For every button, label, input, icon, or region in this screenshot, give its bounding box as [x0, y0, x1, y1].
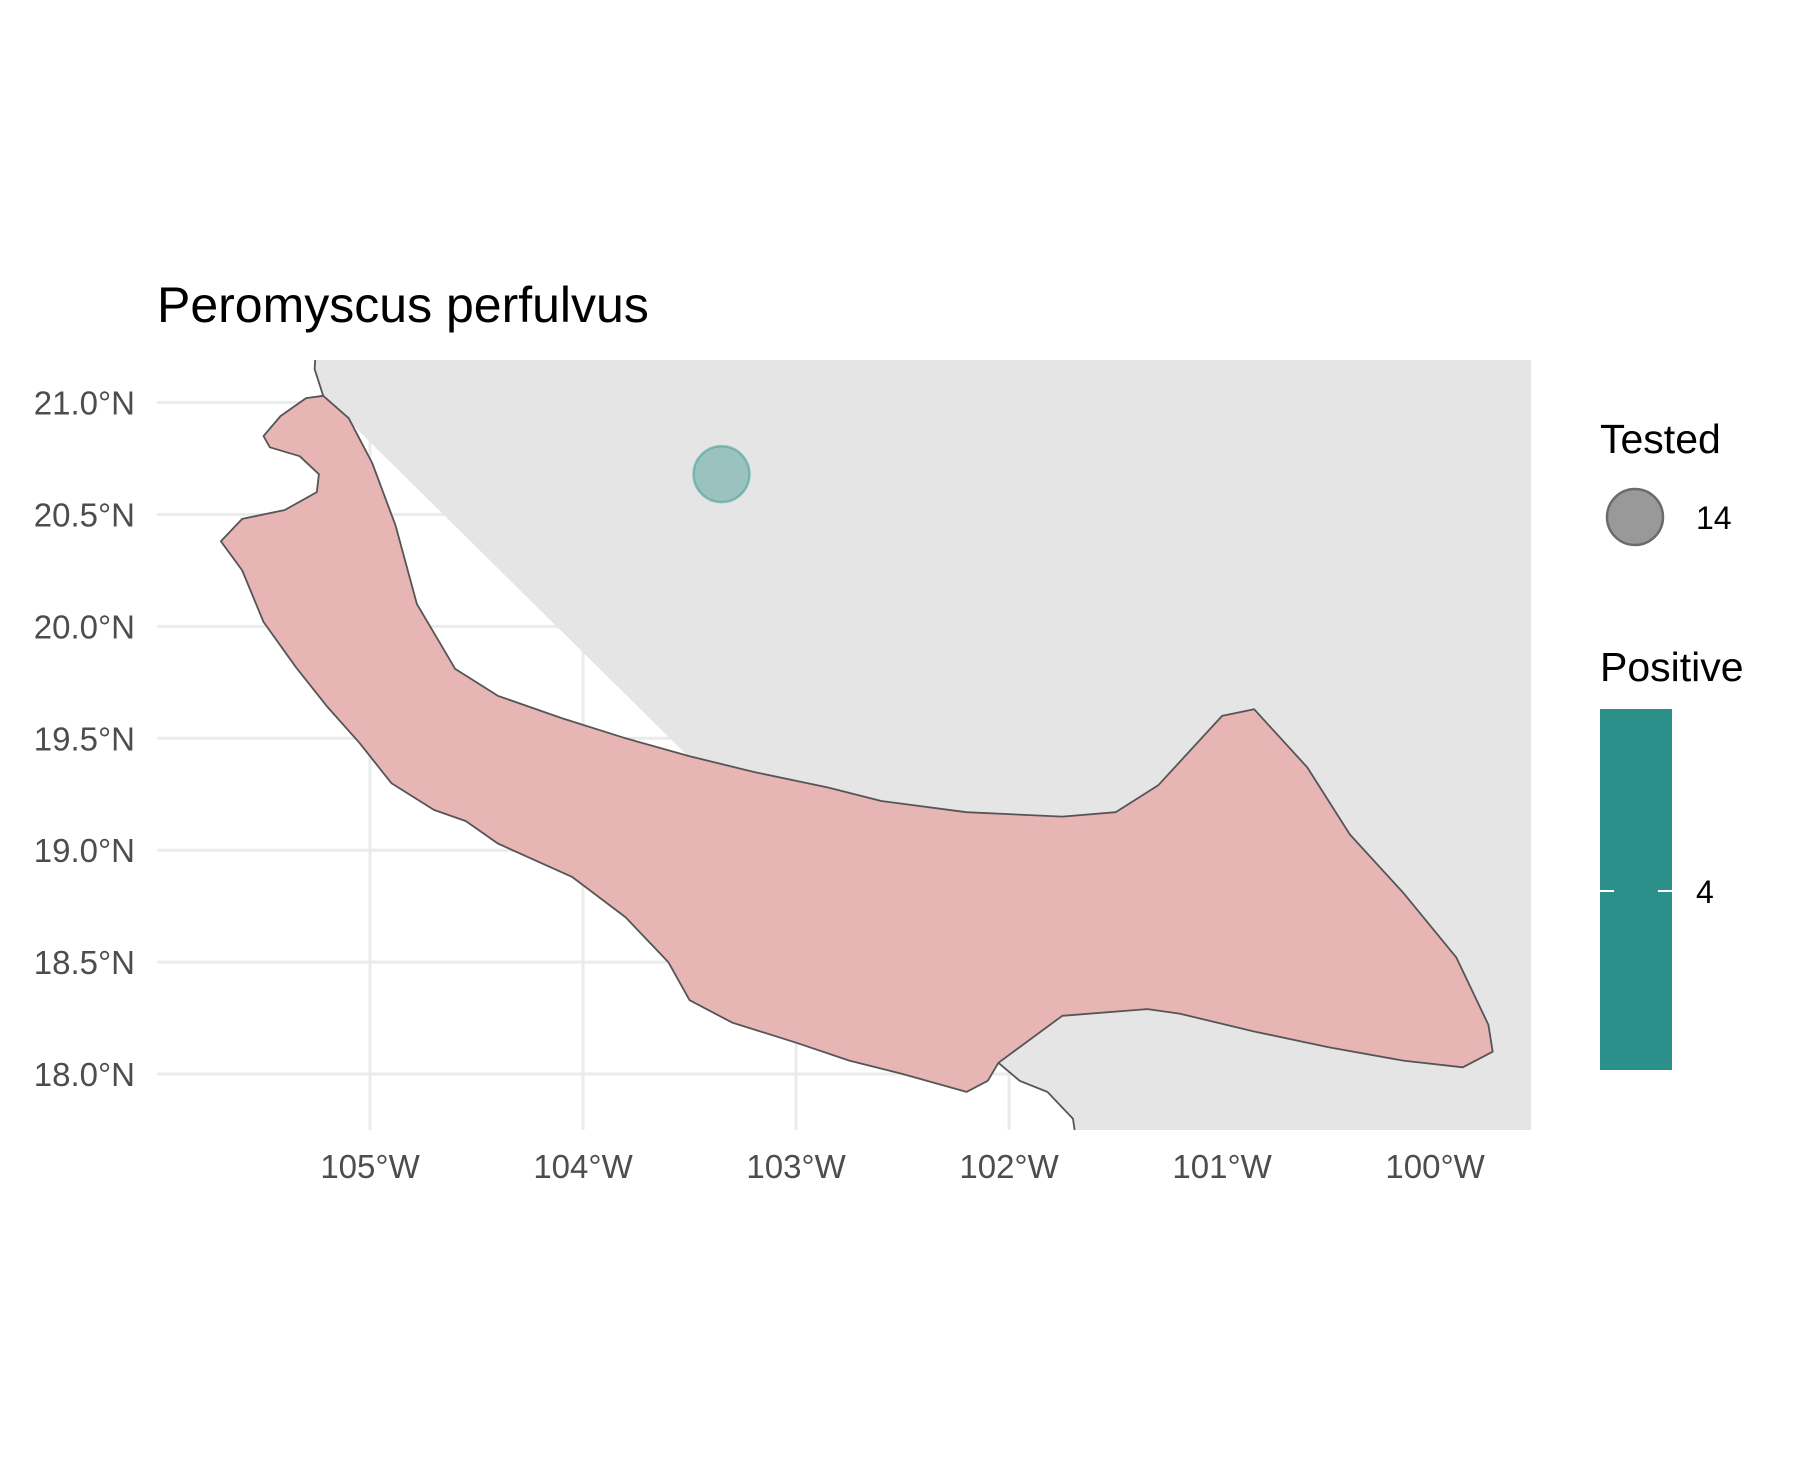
map-title: Peromyscus perfulvus	[157, 277, 649, 333]
x-tick-label: 102°W	[959, 1148, 1059, 1185]
coastline-north	[313, 360, 325, 397]
legend-positive: Positive 4	[1600, 644, 1744, 1070]
y-tick-label: 19.0°N	[34, 832, 135, 869]
x-tick-label: 105°W	[320, 1148, 420, 1185]
sample-point-0	[692, 444, 751, 504]
y-tick-label: 21.0°N	[34, 385, 135, 422]
x-axis: 105°W 104°W 103°W 102°W 101°W 100°W	[320, 1148, 1485, 1185]
plot-area	[157, 360, 1531, 1130]
y-tick-label: 18.0°N	[34, 1056, 135, 1093]
x-tick-label: 104°W	[533, 1148, 633, 1185]
y-tick-label: 18.5°N	[34, 944, 135, 981]
point-layer	[692, 444, 751, 504]
legend-positive-colorbar	[1600, 709, 1672, 1070]
legend-tested-title: Tested	[1600, 416, 1721, 462]
y-axis: 18.0°N 18.5°N 19.0°N 19.5°N 20.0°N 20.5°N 21.0…	[34, 385, 135, 1094]
legend-tested-label: 14	[1696, 500, 1732, 536]
legend-positive-title: Positive	[1600, 644, 1744, 690]
legend-tested-circle-icon	[1605, 487, 1665, 547]
y-tick-label: 20.5°N	[34, 496, 135, 533]
x-tick-label: 103°W	[746, 1148, 846, 1185]
y-tick-label: 20.0°N	[34, 608, 135, 645]
region-polygon	[219, 394, 1494, 1093]
x-tick-label: 100°W	[1385, 1148, 1485, 1185]
y-tick-label: 19.5°N	[34, 720, 135, 757]
map-panel	[219, 360, 1531, 1130]
coastline-south	[997, 1062, 1076, 1130]
x-tick-label: 101°W	[1172, 1148, 1272, 1185]
legend-tested: Tested 14	[1600, 416, 1732, 547]
legend-positive-label: 4	[1696, 874, 1714, 910]
